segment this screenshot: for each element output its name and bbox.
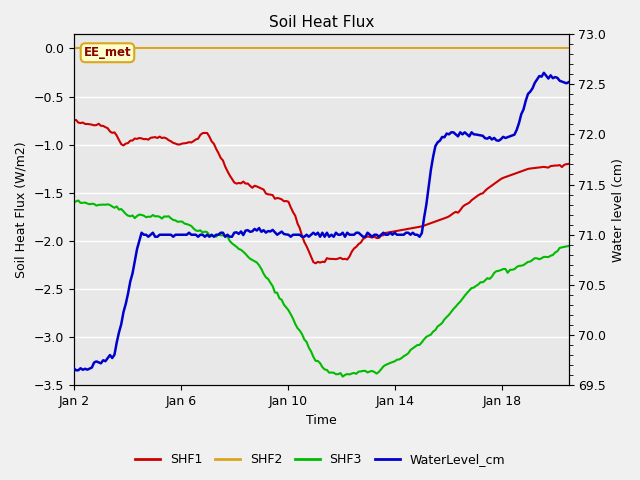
X-axis label: Time: Time — [306, 414, 337, 427]
Text: EE_met: EE_met — [84, 46, 131, 59]
Y-axis label: Water level (cm): Water level (cm) — [612, 158, 625, 262]
Title: Soil Heat Flux: Soil Heat Flux — [269, 15, 374, 30]
Y-axis label: Soil Heat Flux (W/m2): Soil Heat Flux (W/m2) — [15, 141, 28, 278]
Legend: SHF1, SHF2, SHF3, WaterLevel_cm: SHF1, SHF2, SHF3, WaterLevel_cm — [130, 448, 510, 471]
